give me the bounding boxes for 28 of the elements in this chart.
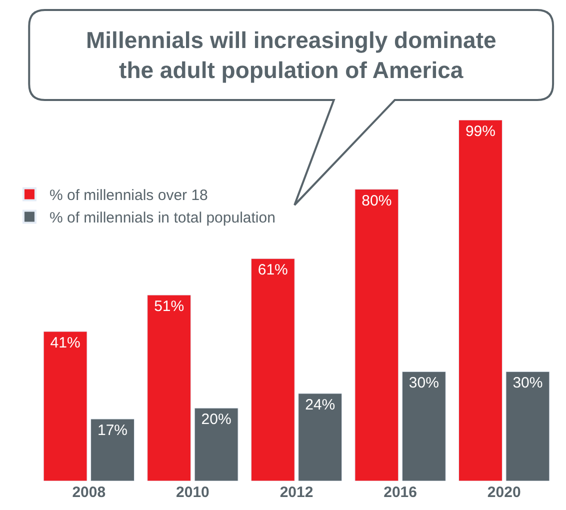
bar	[147, 294, 192, 481]
chart-title: Millennials will increasingly dominate the adult population of America	[86, 27, 496, 83]
data-label: 61%	[258, 262, 288, 279]
data-label: 20%	[201, 411, 232, 428]
x-tick-label: 2008	[72, 484, 106, 501]
x-tick-label: 2016	[384, 484, 417, 501]
bar	[354, 189, 399, 481]
data-label: 80%	[362, 192, 392, 210]
x-tick-label: 2012	[280, 484, 314, 501]
bar	[458, 120, 502, 481]
x-tick-label: 2020	[487, 484, 521, 501]
data-label: 99%	[465, 123, 496, 140]
legend-label: % of millennials over 18	[49, 187, 208, 204]
data-label: 17%	[98, 422, 128, 440]
legend-label: % of millennials in total population	[49, 210, 276, 227]
bar	[90, 418, 134, 481]
data-label: 24%	[305, 396, 336, 414]
bar	[402, 371, 446, 481]
bar	[506, 371, 550, 481]
data-label: 30%	[512, 374, 543, 392]
data-label: 51%	[154, 298, 184, 316]
bar	[298, 393, 342, 481]
data-label: 41%	[50, 334, 80, 352]
data-label: 30%	[408, 374, 439, 392]
x-tick-label: 2010	[176, 484, 210, 501]
bar	[194, 408, 238, 481]
bar	[43, 331, 88, 481]
bar	[250, 258, 295, 481]
